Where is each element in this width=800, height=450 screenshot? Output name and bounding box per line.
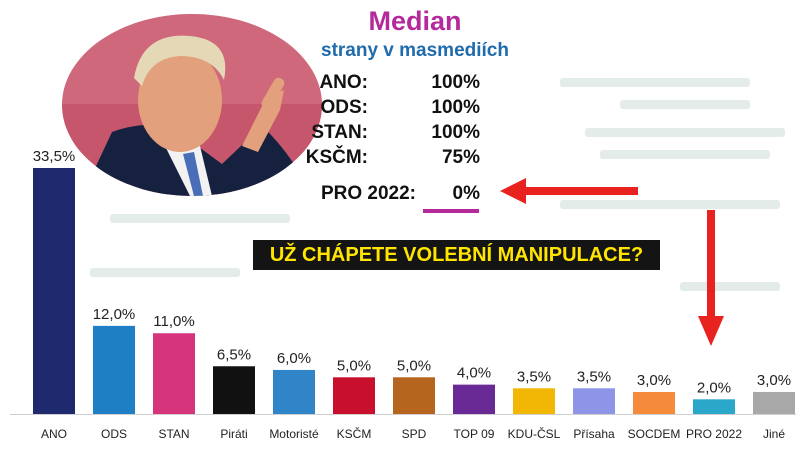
bar-value-label: 3,0% xyxy=(637,372,671,389)
bar-value-label: 12,0% xyxy=(93,306,136,323)
x-tick-label: SOCDEM xyxy=(628,427,681,441)
chart-title: Median xyxy=(368,6,462,36)
bar-value-label: 6,0% xyxy=(277,350,311,367)
bar-value-label: 3,0% xyxy=(757,372,791,389)
ghost-line xyxy=(680,282,780,291)
highlight-underline xyxy=(423,209,479,213)
stat-row-kscm: KSČM: 75% xyxy=(300,147,480,171)
headline-banner: UŽ CHÁPETE VOLEBNÍ MANIPULACE? xyxy=(253,240,660,270)
stat-value: 100% xyxy=(431,97,480,118)
bar-value-label: 5,0% xyxy=(337,357,371,374)
bar xyxy=(453,384,495,414)
bar-value-label: 33,5% xyxy=(33,148,76,165)
x-tick-label: Piráti xyxy=(220,427,247,441)
bar xyxy=(93,325,135,414)
bar xyxy=(693,399,735,414)
ghost-line xyxy=(585,128,785,137)
stat-row-stan: STAN: 100% xyxy=(300,122,480,146)
bar xyxy=(333,377,375,414)
arrow-left-icon xyxy=(500,178,638,204)
bar-value-label: 5,0% xyxy=(397,357,431,374)
ghost-line xyxy=(90,268,240,277)
portrait-photo xyxy=(62,14,322,196)
stat-row-ano: ANO: 100% xyxy=(300,72,480,96)
ghost-line xyxy=(560,200,780,209)
x-tick-label: ANO xyxy=(41,427,67,441)
arrow-down-icon xyxy=(698,210,724,346)
x-tick-label: Jiné xyxy=(763,427,785,441)
stat-name: KSČM: xyxy=(305,147,368,168)
stat-value: 0% xyxy=(452,183,480,204)
x-tick-label: TOP 09 xyxy=(454,427,495,441)
chart-subtitle: strany v masmediích xyxy=(321,40,509,61)
bar-value-label: 4,0% xyxy=(457,365,491,382)
x-tick-label: KSČM xyxy=(337,426,372,441)
ghost-line xyxy=(620,100,750,109)
stat-row-pro2022: PRO 2022: 0% xyxy=(300,183,480,207)
stat-name: PRO 2022: xyxy=(320,183,416,204)
bar-value-label: 3,5% xyxy=(517,368,551,385)
bar xyxy=(33,168,75,414)
stat-name: STAN: xyxy=(311,122,368,143)
bar xyxy=(753,391,795,414)
x-tick-label: KDU-ČSL xyxy=(508,426,561,441)
stat-value: 75% xyxy=(441,147,480,168)
stat-value: 100% xyxy=(431,122,480,143)
x-tick-label: Přísaha xyxy=(573,427,615,441)
x-tick-label: ODS xyxy=(101,427,127,441)
stat-name: ODS: xyxy=(320,97,369,118)
bar xyxy=(513,388,555,414)
bar xyxy=(153,333,195,414)
bar xyxy=(213,366,255,414)
x-tick-label: SPD xyxy=(402,427,427,441)
bar xyxy=(393,377,435,414)
bar-value-label: 6,5% xyxy=(217,346,251,363)
ghost-line xyxy=(600,150,770,159)
stat-value: 100% xyxy=(431,72,480,93)
ghost-line xyxy=(110,214,290,223)
stat-row-ods: ODS: 100% xyxy=(300,97,481,121)
bar-value-label: 3,5% xyxy=(577,368,611,385)
x-tick-label: PRO 2022 xyxy=(686,427,742,441)
stat-name: ANO: xyxy=(319,72,368,93)
bar xyxy=(573,388,615,414)
x-tick-label: Motoristé xyxy=(269,427,319,441)
x-tick-label: STAN xyxy=(158,427,189,441)
bar-value-label: 2,0% xyxy=(697,379,731,396)
bar-value-label: 11,0% xyxy=(153,313,194,330)
bar xyxy=(633,391,675,414)
ghost-line xyxy=(560,78,750,87)
bar xyxy=(273,369,315,414)
